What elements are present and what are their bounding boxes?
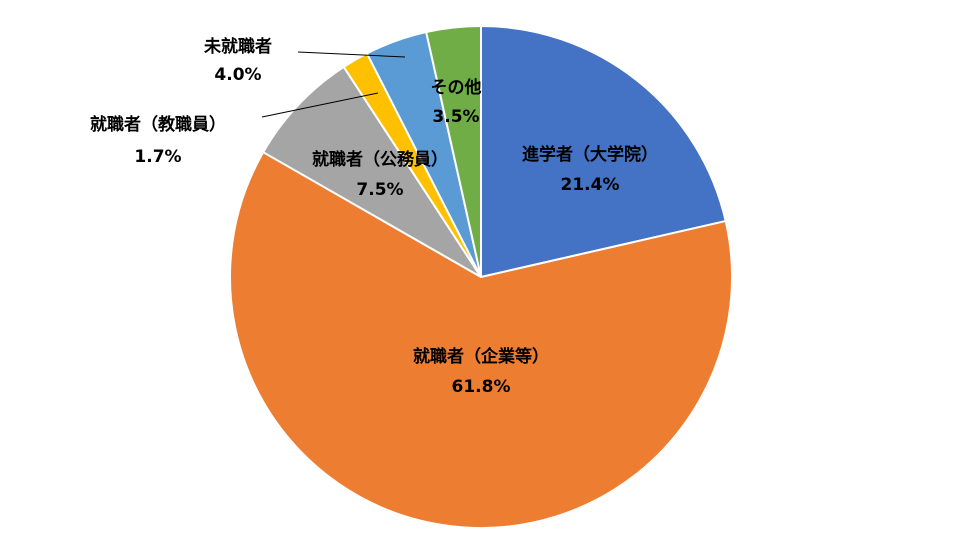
pie-slice: [229, 150, 733, 529]
value-label: 7.5%: [356, 180, 403, 200]
slice-label: 未就職者: [203, 36, 272, 57]
leader-line: [297, 51, 406, 58]
pie-slice: [261, 65, 482, 278]
value-label: 21.4%: [561, 175, 620, 195]
leader-line: [261, 92, 379, 118]
slice-label: 就職者（公務員）: [312, 149, 448, 170]
pie-slice: [424, 24, 482, 278]
slice-label: その他: [431, 77, 482, 98]
slice-label: 就職者（教職員）: [90, 114, 226, 135]
value-label: 61.8%: [452, 377, 511, 397]
pie-slice: [480, 24, 727, 279]
value-label: 3.5%: [432, 107, 479, 127]
value-label: 1.7%: [134, 147, 181, 167]
slice-label: 就職者（企業等）: [413, 346, 549, 367]
value-label: 4.0%: [214, 65, 261, 85]
slice-label: 進学者（大学院）: [522, 144, 658, 165]
